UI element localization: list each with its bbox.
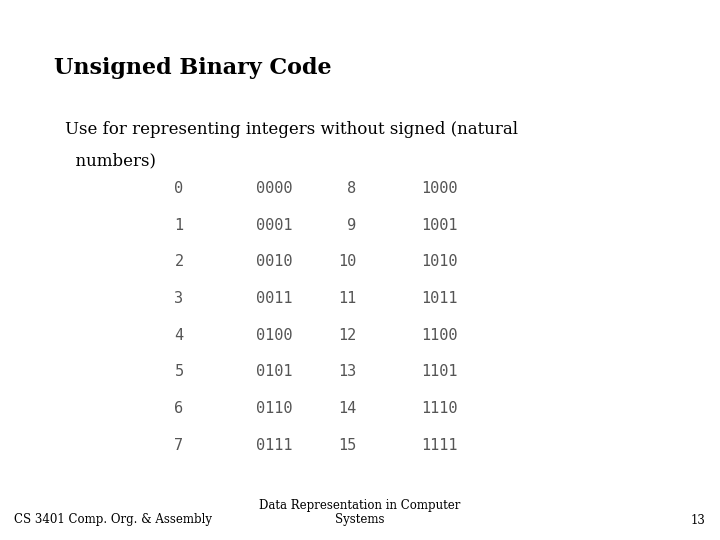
Text: 14: 14 <box>338 401 356 416</box>
Text: 2: 2 <box>174 254 184 269</box>
Text: 3: 3 <box>174 291 184 306</box>
Text: 0111: 0111 <box>256 438 292 453</box>
Text: 1010: 1010 <box>421 254 458 269</box>
Text: 0011: 0011 <box>256 291 292 306</box>
Text: 12: 12 <box>338 328 356 343</box>
Text: 10: 10 <box>338 254 356 269</box>
Text: Data Representation in Computer
Systems: Data Representation in Computer Systems <box>259 498 461 526</box>
Text: 0101: 0101 <box>256 364 292 380</box>
Text: 0110: 0110 <box>256 401 292 416</box>
Text: 0010: 0010 <box>256 254 292 269</box>
Text: 8: 8 <box>347 181 356 196</box>
Text: 1101: 1101 <box>421 364 458 380</box>
Text: 15: 15 <box>338 438 356 453</box>
Text: 9: 9 <box>347 218 356 233</box>
Text: 1011: 1011 <box>421 291 458 306</box>
Text: 13: 13 <box>338 364 356 380</box>
Text: 6: 6 <box>174 401 184 416</box>
Text: 1000: 1000 <box>421 181 458 196</box>
Text: 0000: 0000 <box>256 181 292 196</box>
Text: 0: 0 <box>174 181 184 196</box>
Text: 1110: 1110 <box>421 401 458 416</box>
Text: 1001: 1001 <box>421 218 458 233</box>
Text: 11: 11 <box>338 291 356 306</box>
Text: CS 3401 Comp. Org. & Assembly: CS 3401 Comp. Org. & Assembly <box>14 514 212 526</box>
Text: 5: 5 <box>174 364 184 380</box>
Text: Use for representing integers without signed (natural: Use for representing integers without si… <box>65 122 518 138</box>
Text: 4: 4 <box>174 328 184 343</box>
Text: 0100: 0100 <box>256 328 292 343</box>
Text: 1: 1 <box>174 218 184 233</box>
Text: 0001: 0001 <box>256 218 292 233</box>
Text: 1100: 1100 <box>421 328 458 343</box>
Text: Unsigned Binary Code: Unsigned Binary Code <box>54 57 332 79</box>
Text: 7: 7 <box>174 438 184 453</box>
Text: 13: 13 <box>690 514 706 526</box>
Text: numbers): numbers) <box>65 152 156 169</box>
Text: 1111: 1111 <box>421 438 458 453</box>
